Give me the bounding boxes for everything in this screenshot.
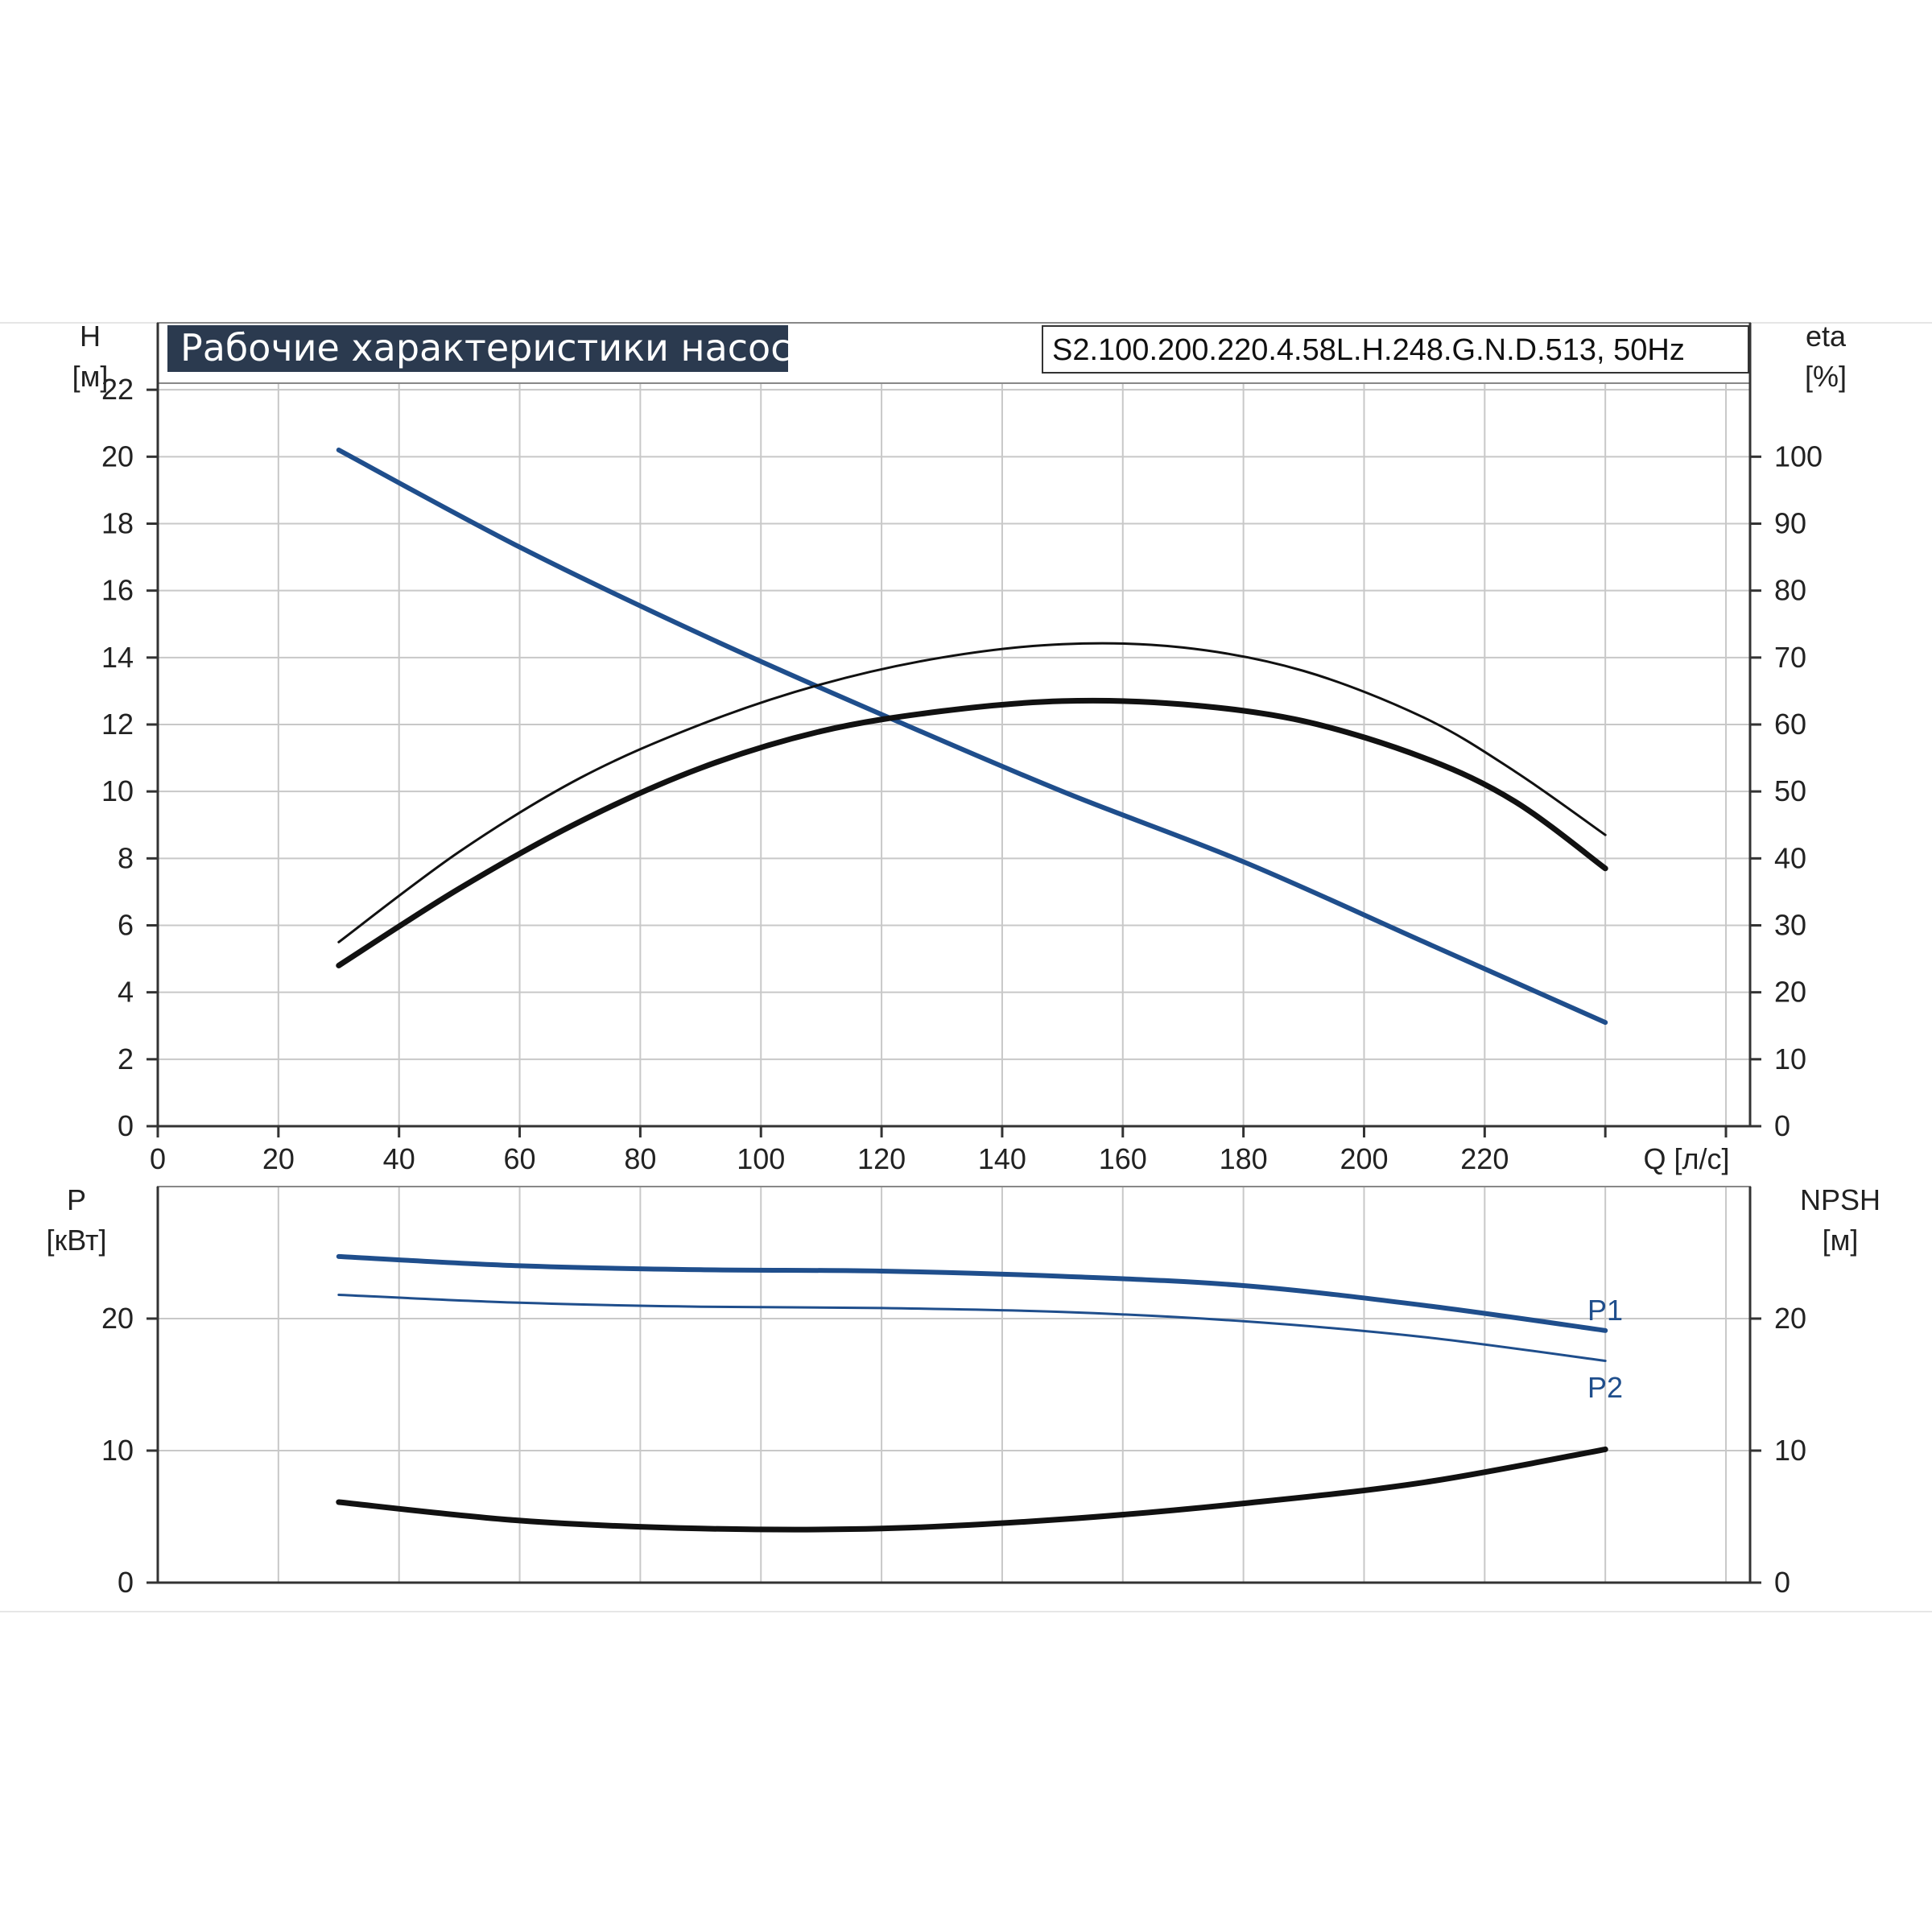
series-eta-line bbox=[337, 642, 1607, 943]
q-tick-label: 140 bbox=[978, 1142, 1026, 1175]
bottom-panel-grid bbox=[158, 1187, 1750, 1583]
q-tick-label: 180 bbox=[1220, 1142, 1268, 1175]
eta-tick-label: 10 bbox=[1774, 1042, 1806, 1075]
h-tick-label: 16 bbox=[101, 574, 134, 607]
p-tick-label: 0 bbox=[118, 1566, 134, 1599]
series-p2-line bbox=[337, 1294, 1607, 1362]
p-tick-label: 10 bbox=[101, 1434, 134, 1467]
title-box bbox=[167, 325, 788, 372]
h-tick-label: 22 bbox=[101, 373, 134, 406]
p-axis-title: P bbox=[67, 1183, 86, 1216]
h-tick-label: 8 bbox=[118, 841, 134, 874]
series-eta-p-line bbox=[336, 697, 1608, 968]
q-tick-label: 220 bbox=[1460, 1142, 1509, 1175]
eta-tick-label: 40 bbox=[1774, 841, 1806, 874]
q-tick-label: 80 bbox=[624, 1142, 656, 1175]
q-tick-label: 200 bbox=[1340, 1142, 1388, 1175]
eta-axis-unit: [%] bbox=[1805, 360, 1847, 393]
top-panel-grid bbox=[158, 383, 1750, 1126]
q-tick-label: 60 bbox=[504, 1142, 536, 1175]
h-tick-label: 4 bbox=[118, 976, 134, 1009]
h-tick-label: 12 bbox=[101, 708, 134, 741]
p-axis-unit: [кВт] bbox=[46, 1224, 106, 1257]
npsh-tick-label: 10 bbox=[1774, 1434, 1806, 1467]
q-tick-label: 100 bbox=[737, 1142, 785, 1175]
eta-tick-label: 100 bbox=[1774, 440, 1823, 473]
series-label-p2: P2 bbox=[1587, 1371, 1623, 1404]
series-label-p1: P1 bbox=[1587, 1294, 1623, 1327]
h-axis-title: H bbox=[80, 320, 101, 353]
series-npsh-line bbox=[336, 1446, 1608, 1533]
h-tick-label: 20 bbox=[101, 440, 134, 473]
h-tick-label: 6 bbox=[118, 909, 134, 942]
eta-tick-label: 0 bbox=[1774, 1109, 1790, 1142]
eta-tick-label: 30 bbox=[1774, 909, 1806, 942]
model-box bbox=[1042, 325, 1749, 374]
eta-tick-label: 50 bbox=[1774, 774, 1806, 807]
npsh-tick-label: 20 bbox=[1774, 1302, 1806, 1335]
eta-tick-label: 70 bbox=[1774, 641, 1806, 674]
q-tick-label: 20 bbox=[262, 1142, 295, 1175]
eta-tick-label: 60 bbox=[1774, 708, 1806, 741]
q-tick-label: 120 bbox=[857, 1142, 906, 1175]
series-p1-line bbox=[336, 1253, 1608, 1333]
series-head-line bbox=[336, 448, 1608, 1026]
eta-axis-title: eta bbox=[1806, 320, 1847, 353]
p-tick-label: 20 bbox=[101, 1302, 134, 1335]
q-tick-label: 40 bbox=[383, 1142, 415, 1175]
series-lines bbox=[336, 448, 1608, 1533]
h-axis-unit: [м] bbox=[72, 360, 109, 393]
npsh-axis-unit: [м] bbox=[1823, 1224, 1859, 1257]
npsh-axis-title: NPSH bbox=[1800, 1183, 1880, 1216]
q-tick-label: 160 bbox=[1099, 1142, 1147, 1175]
tick-labels: 0246810121416182022010203040506070809010… bbox=[101, 373, 1823, 1599]
h-tick-label: 18 bbox=[101, 507, 134, 540]
npsh-tick-label: 0 bbox=[1774, 1566, 1790, 1599]
q-tick-label: 0 bbox=[150, 1142, 166, 1175]
q-axis-title: Q [л/с] bbox=[1643, 1142, 1729, 1175]
h-tick-label: 10 bbox=[101, 774, 134, 807]
h-tick-label: 14 bbox=[101, 641, 134, 674]
h-tick-label: 0 bbox=[118, 1109, 134, 1142]
eta-tick-label: 80 bbox=[1774, 574, 1806, 607]
h-tick-label: 2 bbox=[118, 1042, 134, 1075]
pump-model-label: S2.100.200.220.4.58L.H.248.G.N.D.513, 50… bbox=[1052, 333, 1685, 367]
chart-title: Рабочие характеристики насоса bbox=[180, 326, 814, 369]
eta-tick-label: 20 bbox=[1774, 976, 1806, 1009]
eta-tick-label: 90 bbox=[1774, 507, 1806, 540]
